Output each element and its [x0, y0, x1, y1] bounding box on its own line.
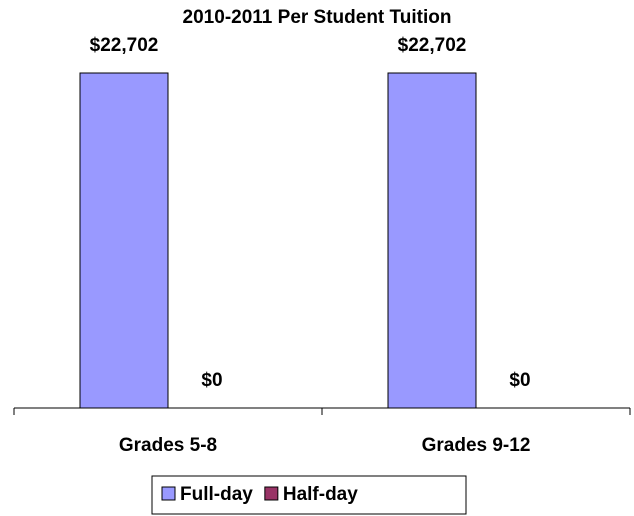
legend-label: Half-day — [283, 484, 358, 505]
x-tick-label: Grades 5-8 — [119, 435, 217, 456]
value-label: $0 — [201, 370, 222, 391]
legend — [151, 475, 467, 515]
value-label: $22,702 — [398, 35, 467, 56]
value-label: $0 — [509, 370, 530, 391]
x-tick-label: Grades 9-12 — [422, 435, 531, 456]
bar — [79, 72, 169, 409]
legend-swatch — [161, 486, 176, 501]
chart-title: 2010-2011 Per Student Tuition — [183, 7, 452, 28]
legend-swatch — [264, 486, 279, 501]
bar — [387, 72, 477, 409]
value-label: $22,702 — [90, 35, 159, 56]
legend-label: Full-day — [180, 484, 253, 505]
